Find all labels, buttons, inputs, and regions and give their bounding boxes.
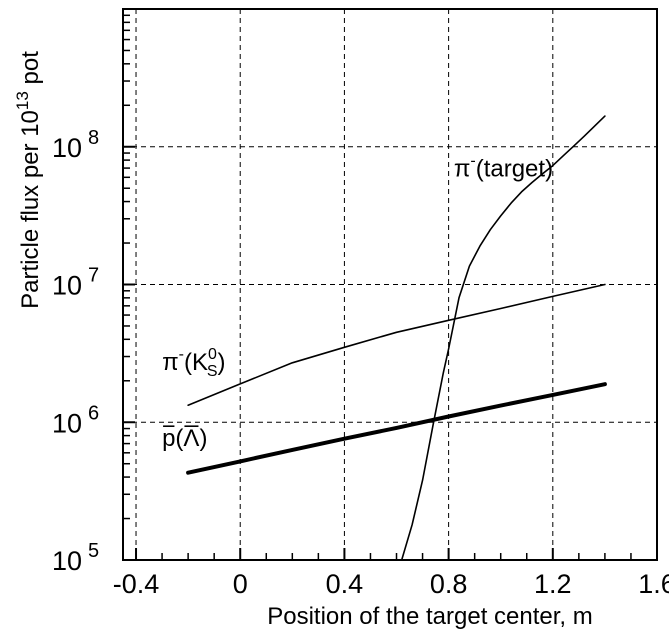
- series-line-1: [400, 115, 606, 561]
- series-labels: π-(target) π-(K0 S) p(Λ): [162, 152, 553, 452]
- y-tick-label: 10 5: [52, 540, 99, 576]
- y-tick-label: 10 6: [52, 402, 99, 438]
- y-tick-label: 10 8: [52, 127, 99, 163]
- x-tick-labels: -0.4 0 0.4 0.8 1.2 1.6: [113, 569, 669, 599]
- axis-ticks: [123, 14, 658, 561]
- x-tick-label: 1.6: [638, 569, 669, 599]
- series-label-2: π-(K0 S): [162, 346, 225, 380]
- series-label-3: p(Λ): [162, 425, 207, 452]
- grid-lines: [123, 9, 657, 560]
- series-lines: [186, 115, 607, 561]
- x-tick-label: 0: [233, 569, 248, 599]
- series-label-1: π-(target): [454, 152, 553, 182]
- x-tick-label: -0.4: [113, 569, 160, 599]
- y-tick-label: 10 7: [52, 265, 99, 301]
- x-tick-label: 0.8: [430, 569, 468, 599]
- x-axis-title: Position of the target center, m: [267, 603, 593, 630]
- x-tick-label: 0.4: [326, 569, 364, 599]
- x-tick-label: 1.2: [534, 569, 572, 599]
- series-line-3: [186, 382, 607, 475]
- series-line-2: [187, 283, 606, 407]
- y-axis-title: Particle flux per 1013 pot: [13, 51, 44, 309]
